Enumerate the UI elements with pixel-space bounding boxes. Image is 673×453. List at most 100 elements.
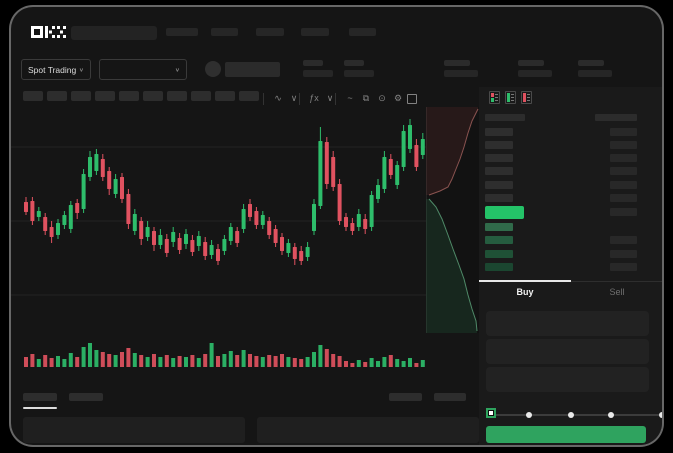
order-form-field[interactable] xyxy=(486,339,649,364)
candlestick xyxy=(209,245,214,255)
nav-item-placeholder[interactable] xyxy=(256,28,284,36)
bottom-panel-placeholder xyxy=(23,417,245,443)
toolbar-button-placeholder[interactable] xyxy=(167,91,187,101)
volume-bar xyxy=(68,353,73,367)
ask-row-price[interactable] xyxy=(485,194,513,202)
orderbook-bids-icon[interactable] xyxy=(505,91,516,104)
snapshot-icon[interactable]: ⊙ xyxy=(378,93,386,103)
header-link-placeholder[interactable] xyxy=(518,70,552,77)
nav-item-placeholder[interactable] xyxy=(349,28,376,36)
orderbook-asks-icon[interactable] xyxy=(521,91,532,104)
indicators-icon[interactable]: ƒx xyxy=(309,93,319,103)
candlestick xyxy=(376,185,380,199)
ask-row-price[interactable] xyxy=(485,181,513,189)
slider-stop[interactable] xyxy=(659,412,662,418)
candlestick xyxy=(56,223,60,235)
market-type-selector[interactable]: Spot Trading ∨ xyxy=(21,59,91,80)
candlestick xyxy=(203,242,208,256)
order-form-field[interactable] xyxy=(486,311,649,336)
candlestick xyxy=(305,247,310,257)
settings-icon[interactable]: ⚙ xyxy=(393,93,403,103)
candlestick xyxy=(81,174,86,209)
order-form-field[interactable] xyxy=(486,367,649,392)
nav-item-placeholder[interactable] xyxy=(166,28,198,36)
order-panel: Buy Sell xyxy=(479,87,662,445)
candlestick-chart[interactable] xyxy=(11,107,479,379)
candlestick xyxy=(312,204,316,231)
volume-bar xyxy=(420,360,425,367)
orderbook-combined-icon[interactable] xyxy=(489,91,500,104)
slider-stop[interactable] xyxy=(608,412,614,418)
toolbar-button-placeholder[interactable] xyxy=(23,91,43,101)
toolbar-button-placeholder[interactable] xyxy=(143,91,163,101)
tab-sell[interactable]: Sell xyxy=(609,287,625,297)
depth-chart-bg xyxy=(426,107,479,333)
candlestick xyxy=(49,227,54,237)
bid-row-price[interactable] xyxy=(485,250,513,258)
line-tools-icon[interactable]: ~ xyxy=(347,93,353,103)
tab-buy[interactable]: Buy xyxy=(516,287,534,297)
chevron-down-icon[interactable]: ∨ xyxy=(290,93,298,103)
pair-dropdown[interactable]: ∨ xyxy=(99,59,187,80)
pair-name-placeholder[interactable] xyxy=(225,62,280,77)
candlestick xyxy=(241,209,246,229)
slider-handle[interactable] xyxy=(486,408,496,418)
candlestick xyxy=(120,177,124,199)
toolbar-button-placeholder[interactable] xyxy=(119,91,139,101)
ask-row-price[interactable] xyxy=(485,128,513,136)
fullscreen-icon[interactable] xyxy=(407,94,417,104)
volume-bar xyxy=(171,358,176,367)
bid-row-price[interactable] xyxy=(485,263,513,271)
volume-bar xyxy=(414,363,419,367)
header-link-placeholder[interactable] xyxy=(578,70,612,77)
header-link-placeholder[interactable] xyxy=(444,60,470,66)
bid-row-price[interactable] xyxy=(485,236,513,244)
compare-icon[interactable]: ⧉ xyxy=(362,93,370,103)
bottom-tab-placeholder[interactable] xyxy=(23,393,57,401)
ask-row-price[interactable] xyxy=(485,167,513,175)
nav-item-placeholder[interactable] xyxy=(301,28,329,36)
nav-item-placeholder[interactable] xyxy=(211,28,238,36)
toolbar-button-placeholder[interactable] xyxy=(191,91,211,101)
amount-slider-track[interactable] xyxy=(488,414,660,416)
volume-bar xyxy=(145,357,150,367)
header-link-placeholder[interactable] xyxy=(578,60,604,66)
ask-row-amount xyxy=(610,181,637,189)
candlestick xyxy=(62,215,67,225)
ask-row-price[interactable] xyxy=(485,141,513,149)
header-link-placeholder[interactable] xyxy=(518,60,544,66)
toolbar-button-placeholder[interactable] xyxy=(71,91,91,101)
candle-style-icon[interactable]: ∿ xyxy=(274,93,282,103)
toolbar-button-placeholder[interactable] xyxy=(215,91,235,101)
toolbar-button-placeholder[interactable] xyxy=(47,91,67,101)
candlestick xyxy=(414,145,419,167)
volume-bar xyxy=(120,352,124,367)
candlestick xyxy=(267,221,272,235)
toolbar-button-placeholder[interactable] xyxy=(239,91,259,101)
candlestick xyxy=(126,194,131,224)
volume-bar xyxy=(113,355,118,367)
bottom-right-placeholder[interactable] xyxy=(389,393,422,401)
slider-stop[interactable] xyxy=(568,412,574,418)
slider-stop[interactable] xyxy=(526,412,532,418)
search-input[interactable] xyxy=(71,26,157,40)
candlestick xyxy=(273,229,278,243)
volume-bar xyxy=(94,350,99,367)
last-price-bar[interactable] xyxy=(485,206,524,219)
volume-bar xyxy=(254,356,259,367)
candlestick xyxy=(94,154,99,171)
chevron-down-icon: ∨ xyxy=(78,67,84,73)
volume-bar xyxy=(382,357,387,367)
bottom-tab-placeholder[interactable] xyxy=(69,393,103,401)
header-link-placeholder[interactable] xyxy=(444,70,478,77)
bid-row-price[interactable] xyxy=(485,223,513,231)
chevron-down-icon[interactable]: ∨ xyxy=(326,93,334,103)
volume-bar xyxy=(286,357,291,367)
candlestick xyxy=(177,238,182,250)
candlestick xyxy=(216,249,220,261)
asks-depth-line xyxy=(428,108,479,196)
ask-row-price[interactable] xyxy=(485,154,513,162)
buy-submit-button[interactable] xyxy=(486,426,646,443)
bottom-right-placeholder[interactable] xyxy=(434,393,466,401)
toolbar-button-placeholder[interactable] xyxy=(95,91,115,101)
